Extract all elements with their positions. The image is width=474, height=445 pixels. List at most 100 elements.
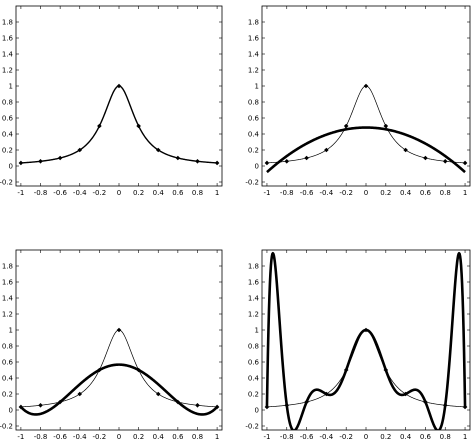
y-tick-label: 0.2 <box>2 147 13 155</box>
y-tick-label: 1.6 <box>2 35 14 43</box>
x-tick-label: 0.8 <box>440 189 451 197</box>
y-tick-label: 0 <box>255 163 259 171</box>
node-marker <box>423 399 428 405</box>
y-tick-label: 1.4 <box>248 295 260 303</box>
x-tick-label: -1 <box>263 433 270 441</box>
x-tick-label: 0.6 <box>420 189 432 197</box>
node-marker <box>136 367 141 373</box>
x-tick-label: -0.2 <box>93 189 107 197</box>
node-marker <box>264 160 270 166</box>
y-tick-label: 1.8 <box>248 263 259 271</box>
y-tick-label: 1.6 <box>2 279 14 287</box>
x-tick-label: 0.2 <box>380 433 391 441</box>
y-tick-label: 0.6 <box>2 359 14 367</box>
x-tick-label: -0.2 <box>339 433 353 441</box>
node-marker <box>195 402 200 408</box>
node-marker <box>442 158 448 164</box>
node-marker <box>38 158 43 164</box>
series-line-runge-thin <box>266 85 466 164</box>
y-tick-label: 1.8 <box>248 19 259 27</box>
y-tick-label: 0.8 <box>248 99 259 107</box>
y-tick-label: 0.2 <box>248 147 259 155</box>
node-marker <box>97 367 102 373</box>
x-tick-label: 0.4 <box>153 433 165 441</box>
x-tick-label: -1 <box>17 189 24 197</box>
y-tick-label: 0 <box>9 407 13 415</box>
plot-frame <box>15 249 223 431</box>
y-tick-label: 1.8 <box>2 263 13 271</box>
y-tick-label: 0.6 <box>2 115 14 123</box>
node-marker <box>343 123 349 129</box>
x-tick-label: -0.6 <box>300 433 314 441</box>
x-tick-label: 0.6 <box>172 189 184 197</box>
x-tick-label: 1 <box>463 189 467 197</box>
y-tick-label: 1.4 <box>248 51 260 59</box>
y-tick-label: 1.6 <box>248 35 260 43</box>
x-tick-label: -0.2 <box>93 433 107 441</box>
y-tick-label: 1.2 <box>248 311 259 319</box>
y-tick-label: 0 <box>9 163 13 171</box>
node-marker <box>57 155 63 161</box>
x-tick-label: 0.4 <box>153 189 165 197</box>
x-tick-label: 0 <box>364 433 368 441</box>
x-tick-label: 0 <box>117 433 121 441</box>
node-marker <box>175 155 181 161</box>
y-tick-label: -0.2 <box>245 179 259 187</box>
y-tick-label: 0.4 <box>248 131 260 139</box>
node-marker <box>462 404 468 410</box>
y-tick-label: 1.4 <box>2 295 14 303</box>
y-tick-label: 0.2 <box>2 391 13 399</box>
node-marker <box>136 123 141 129</box>
node-marker <box>18 404 24 410</box>
plot-frame <box>15 5 223 187</box>
y-tick-label: 1.2 <box>248 67 259 75</box>
node-marker <box>116 83 122 89</box>
node-marker <box>403 147 408 153</box>
node-marker <box>57 399 63 405</box>
node-marker <box>383 367 389 373</box>
y-tick-label: 1.4 <box>2 51 14 59</box>
panel-bottom-right: -1 -0.8 -0.6 -0.4 -0.2 0 0.2 0.4 0.6 0.8 1 -0.2 0 0.2… <box>245 249 471 441</box>
x-tick-label: -0.6 <box>53 433 67 441</box>
x-tick-label: -0.4 <box>73 189 87 197</box>
x-tick-label: 0 <box>364 189 368 197</box>
panel-bottom-left: -1 -0.8 -0.6 -0.4 -0.2 0 0.2 0.4 0.6 0.8 1 -0.2 0 0.2… <box>0 249 223 441</box>
series-line-parabola-thick <box>266 126 466 174</box>
node-marker <box>38 402 43 408</box>
node-marker <box>284 158 290 164</box>
node-marker <box>155 147 161 153</box>
y-tick-label: 0.8 <box>248 343 259 351</box>
node-marker <box>324 391 329 397</box>
x-tick-label: -1 <box>17 433 24 441</box>
y-tick-label: 0.8 <box>2 343 13 351</box>
x-tick-label: 0.8 <box>192 433 203 441</box>
x-tick-label: -0.6 <box>53 189 67 197</box>
x-tick-label: -1 <box>263 189 270 197</box>
node-marker <box>383 123 389 129</box>
node-marker <box>18 160 24 166</box>
plot-frame <box>261 249 471 431</box>
y-tick-label: -0.2 <box>0 423 13 431</box>
x-tick-label: -0.8 <box>280 433 294 441</box>
y-tick-label: 1.6 <box>248 279 260 287</box>
x-tick-label: 0.4 <box>400 433 412 441</box>
y-tick-label: 1.2 <box>2 311 13 319</box>
x-tick-label: -0.8 <box>280 189 294 197</box>
node-marker <box>442 402 448 408</box>
node-marker <box>77 147 83 153</box>
node-marker <box>97 123 102 129</box>
x-tick-label: -0.6 <box>300 189 314 197</box>
y-tick-label: -0.2 <box>0 179 13 187</box>
node-marker <box>343 367 349 373</box>
x-tick-label: 0.6 <box>420 433 432 441</box>
node-marker <box>214 160 220 166</box>
node-marker <box>403 391 408 397</box>
x-tick-label: -0.4 <box>320 189 334 197</box>
y-tick-label: 0.4 <box>2 375 14 383</box>
x-tick-label: 0.6 <box>172 433 184 441</box>
node-marker <box>77 391 83 397</box>
y-tick-label: 1 <box>9 83 13 91</box>
node-marker <box>175 399 181 405</box>
node-marker <box>363 83 369 89</box>
